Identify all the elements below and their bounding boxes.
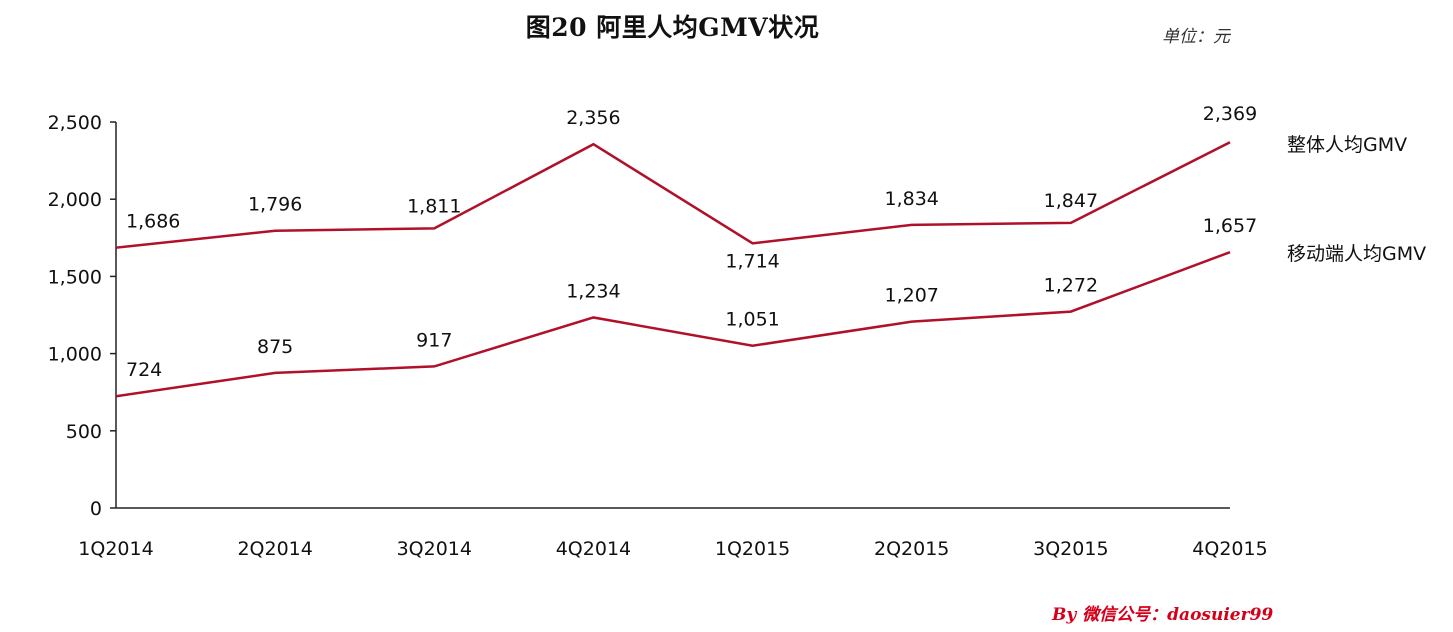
data-label: 1,834	[885, 188, 939, 210]
x-tick-label: 3Q2014	[397, 538, 472, 560]
unit-label: 单位：元	[1162, 27, 1230, 47]
y-tick-label: 1,000	[48, 344, 102, 366]
x-tick-label: 4Q2015	[1192, 538, 1267, 560]
x-tick-label: 1Q2015	[715, 538, 790, 560]
data-label: 1,657	[1203, 215, 1257, 237]
data-label: 1,811	[407, 195, 461, 217]
data-label: 724	[126, 359, 162, 381]
watermark: By 微信公号：daosuier99	[1052, 605, 1274, 625]
data-label: 1,714	[725, 250, 779, 272]
data-label: 1,207	[885, 285, 939, 307]
data-label: 1,234	[566, 280, 620, 302]
data-label: 2,369	[1203, 103, 1257, 125]
data-label: 917	[416, 329, 452, 351]
x-tick-label: 3Q2015	[1033, 538, 1108, 560]
y-tick-label: 0	[90, 498, 102, 520]
data-label: 1,796	[248, 194, 302, 216]
data-label: 1,847	[1044, 190, 1098, 212]
x-tick-label: 4Q2014	[556, 538, 631, 560]
series-name-label: 整体人均GMV	[1287, 134, 1407, 156]
series-line	[115, 141, 1231, 249]
data-label: 2,356	[566, 107, 620, 129]
y-tick-label: 1,500	[48, 266, 102, 288]
data-label: 875	[257, 336, 293, 358]
series-name-label: 移动端人均GMV	[1287, 243, 1426, 265]
y-tick-label: 2,000	[48, 189, 102, 211]
x-tick-label: 2Q2014	[237, 538, 312, 560]
y-tick-label: 500	[66, 421, 102, 443]
data-label: 1,686	[126, 211, 180, 233]
x-tick-label: 1Q2014	[78, 538, 153, 560]
x-tick-label: 2Q2015	[874, 538, 949, 560]
data-label: 1,272	[1044, 275, 1098, 297]
y-tick-label: 2,500	[48, 112, 102, 134]
chart-title: 图20 阿里人均GMV状况	[525, 13, 820, 42]
series-line	[115, 250, 1231, 398]
data-label: 1,051	[725, 309, 779, 331]
